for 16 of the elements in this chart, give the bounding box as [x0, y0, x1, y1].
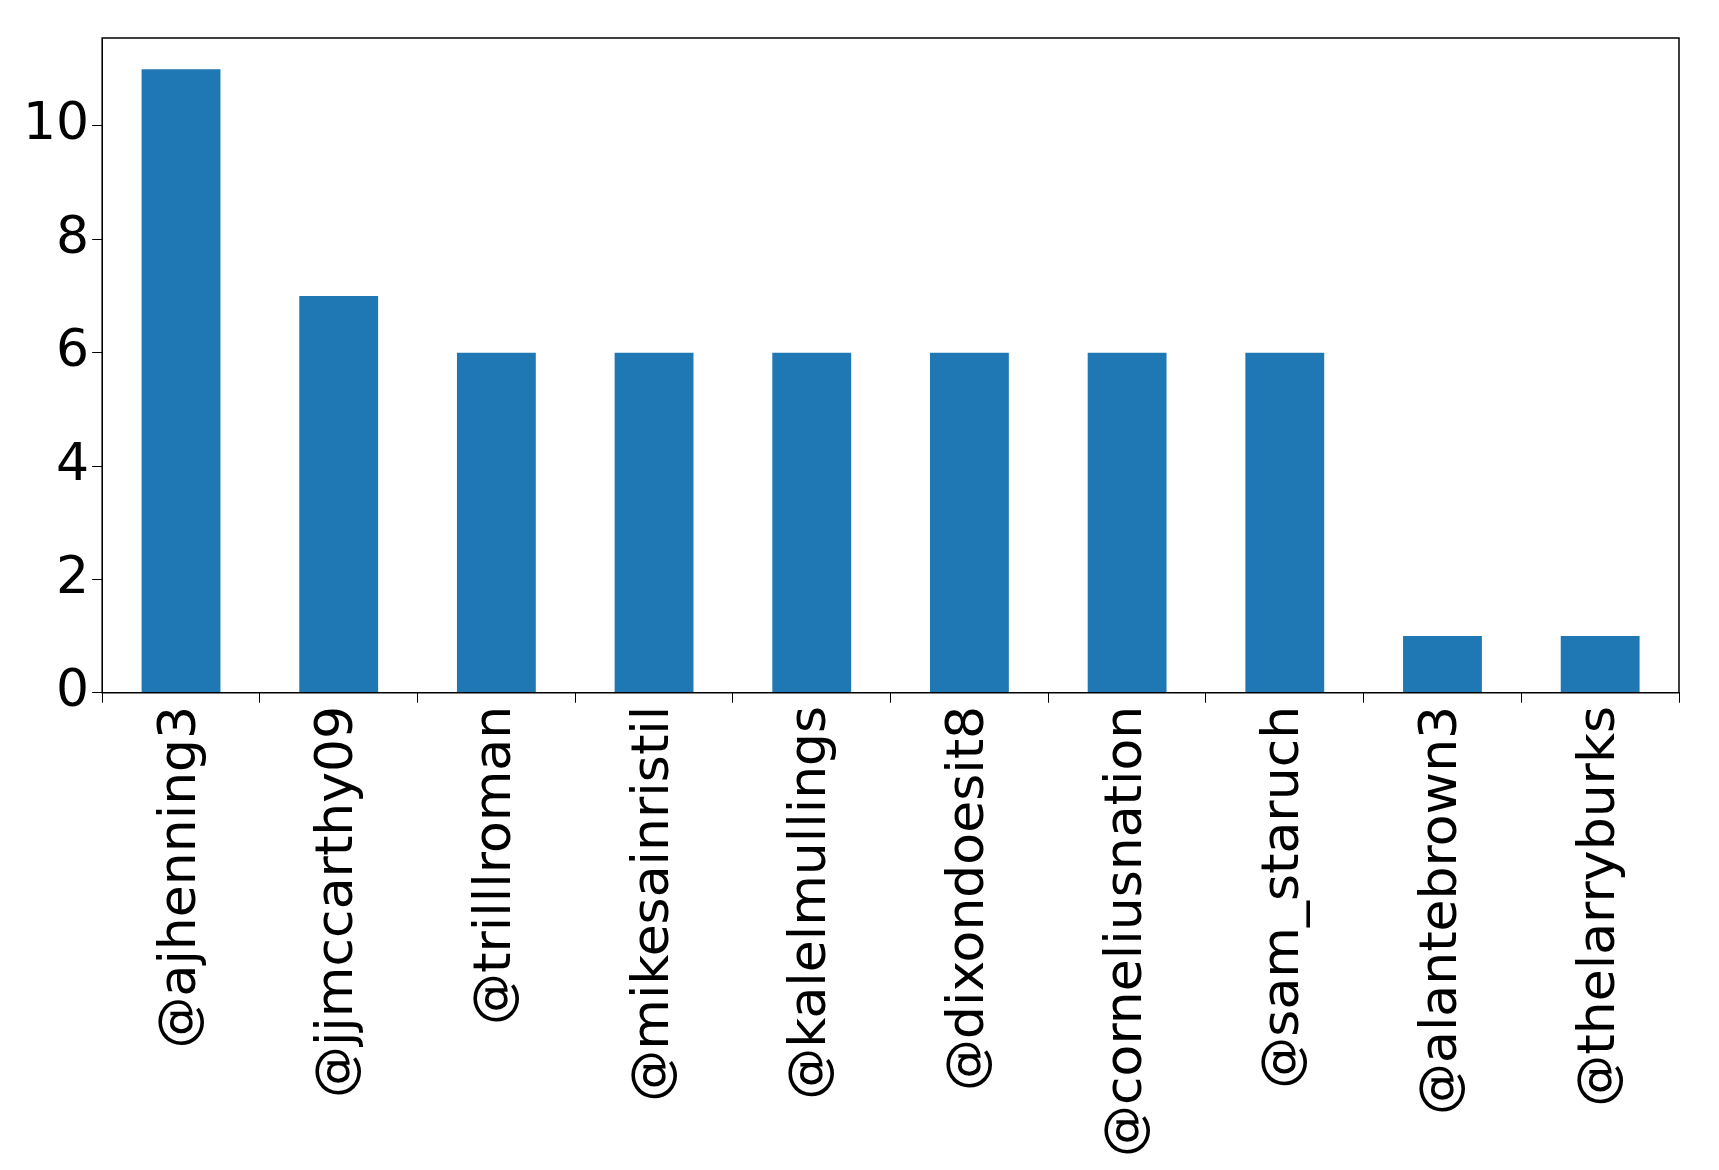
y-tick-label: 0 — [56, 658, 90, 719]
x-tick-label: @mikesainristil — [619, 705, 680, 1102]
x-tick-label: @ajhenning3 — [146, 705, 207, 1049]
y-tick-label: 6 — [56, 318, 90, 379]
x-tick-label: @alantebrown3 — [1407, 705, 1468, 1115]
x-tick-label: @kalelmullings — [777, 705, 838, 1100]
x-tick-label: @corneliusnation — [1092, 705, 1153, 1158]
x-tick-label: @dixondoesit8 — [934, 705, 995, 1092]
y-tick-label: 8 — [56, 204, 90, 265]
x-tick-label: @jjmccarthy09 — [304, 705, 365, 1099]
x-tick-label: @trilllroman — [461, 705, 522, 1025]
y-tick-label: 10 — [23, 91, 90, 152]
y-tick-label: 4 — [56, 431, 90, 492]
x-tick-label: @thelarryburks — [1565, 705, 1626, 1107]
y-tick-label: 2 — [56, 544, 90, 605]
x-tick-label: @sam_staruch — [1250, 705, 1311, 1089]
